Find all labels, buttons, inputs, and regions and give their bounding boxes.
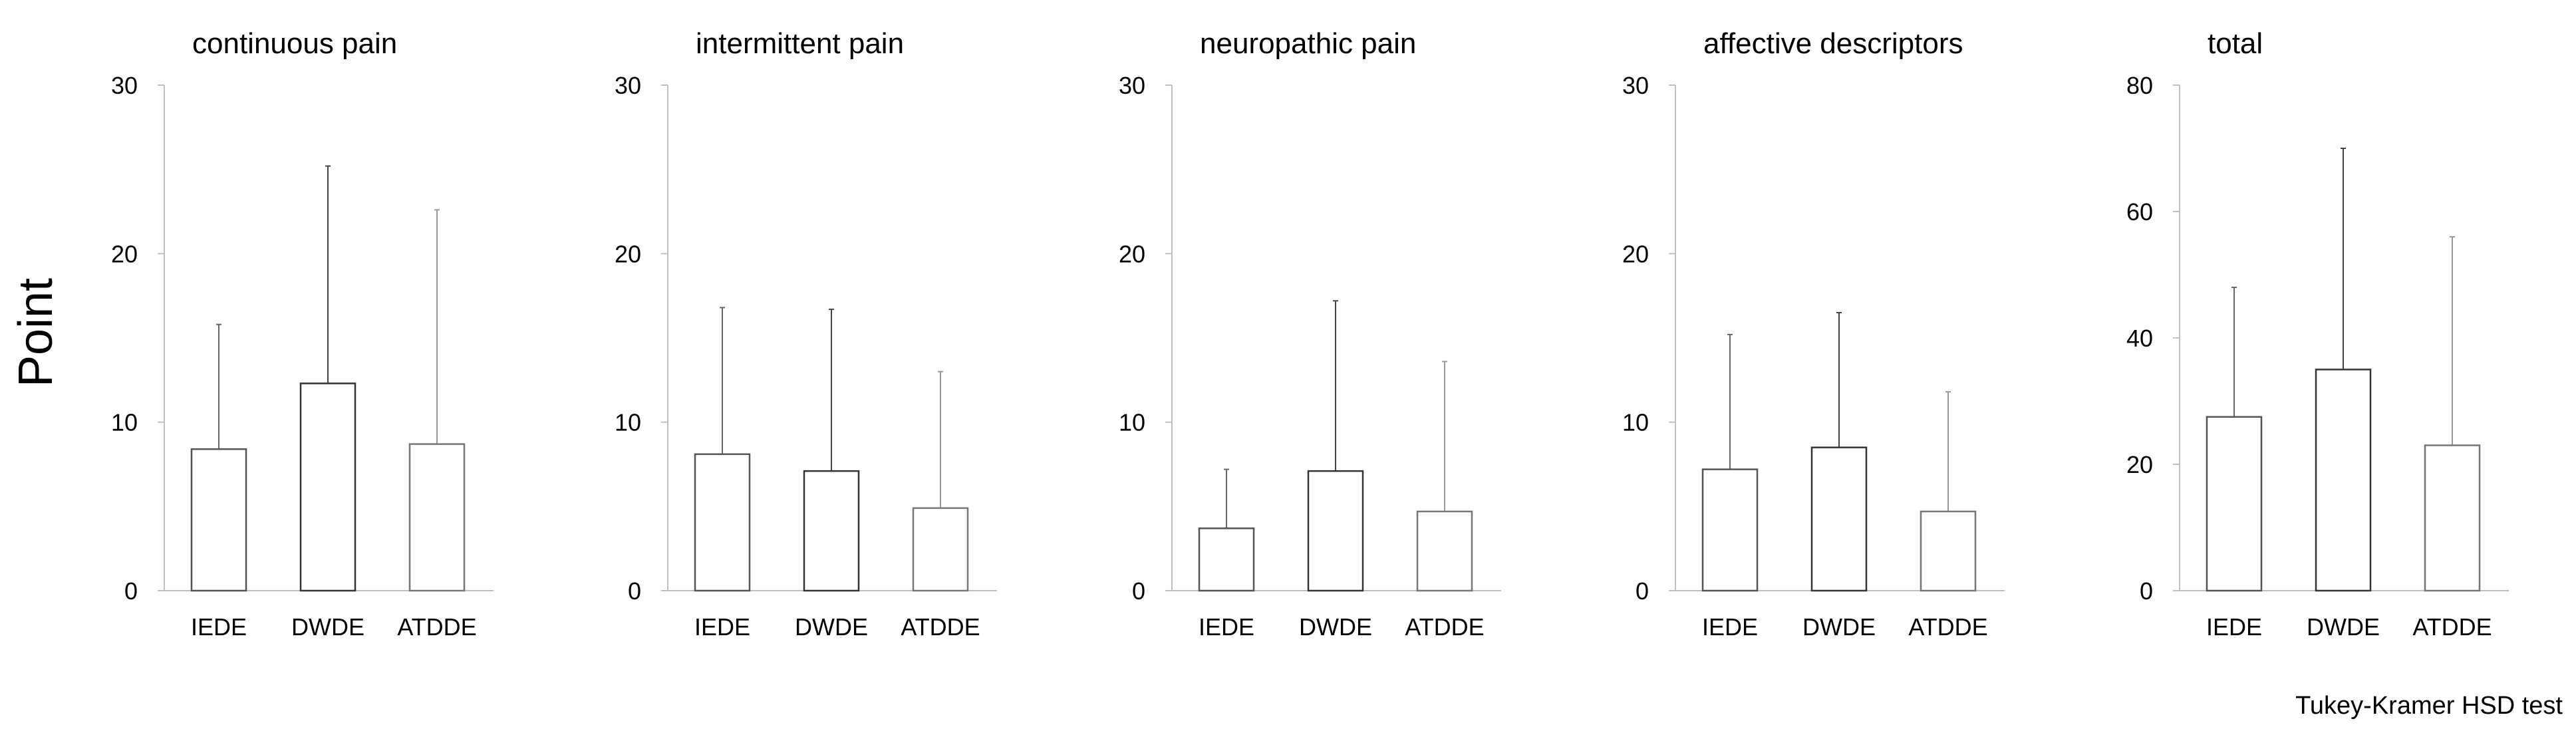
bar-atdde bbox=[912, 507, 969, 592]
x-tick-label: IEDE bbox=[2206, 613, 2262, 641]
y-tick-label: 0 bbox=[1132, 577, 1145, 605]
bar-iede bbox=[190, 448, 247, 592]
chart-panel-4: affective descriptors 0 10 20 30 IEDE DWDE ATDD… bbox=[1622, 27, 2005, 641]
chart-title: continuous pain bbox=[192, 27, 397, 60]
y-tick-label: 0 bbox=[1636, 577, 1649, 605]
y-axis-label: Point bbox=[9, 278, 63, 387]
chart-panel-2: intermittent pain 0 10 20 30 IEDE DWDE ATDDE bbox=[615, 27, 997, 641]
bar-dwde bbox=[2315, 369, 2372, 592]
chart-title: total bbox=[2208, 27, 2263, 60]
y-tick-label: 30 bbox=[1622, 72, 1649, 99]
x-tick-label: DWDE bbox=[1299, 613, 1372, 641]
y-tick-label: 0 bbox=[2140, 577, 2153, 605]
x-tick-label: DWDE bbox=[291, 613, 364, 641]
x-tick-label: IEDE bbox=[1702, 613, 1758, 641]
y-tick-label: 40 bbox=[2126, 325, 2153, 352]
y-tick-label: 20 bbox=[1622, 240, 1649, 267]
x-tick-label: DWDE bbox=[2307, 613, 2380, 641]
y-tick-label: 20 bbox=[2126, 451, 2153, 478]
bar-atdde bbox=[1920, 510, 1977, 592]
x-tick-label: DWDE bbox=[795, 613, 868, 641]
y-tick-label: 10 bbox=[1119, 409, 1145, 436]
bar-atdde bbox=[1416, 510, 1473, 592]
y-tick-label: 20 bbox=[615, 240, 641, 267]
x-tick-label: ATDDE bbox=[397, 613, 476, 641]
bar-iede bbox=[1198, 527, 1255, 592]
footnote: Tukey-Kramer HSD test bbox=[2295, 692, 2563, 720]
y-tick-label: 10 bbox=[111, 409, 138, 436]
y-tick-label: 30 bbox=[1119, 72, 1145, 99]
x-tick-label: ATDDE bbox=[1908, 613, 1987, 641]
bar-dwde bbox=[803, 470, 860, 592]
bar-atdde bbox=[408, 443, 466, 592]
y-tick-label: 0 bbox=[628, 577, 641, 605]
x-tick-label: DWDE bbox=[1802, 613, 1876, 641]
bar-dwde bbox=[1810, 446, 1868, 592]
chart-title: neuropathic pain bbox=[1200, 27, 1416, 60]
x-tick-label: ATDDE bbox=[901, 613, 980, 641]
bar-iede bbox=[2206, 416, 2263, 592]
chart-panel-5: total 0 20 40 60 80 IEDE DWDE ATDDE bbox=[2126, 27, 2509, 641]
y-tick-label: 80 bbox=[2126, 72, 2153, 99]
x-tick-label: ATDDE bbox=[2412, 613, 2492, 641]
bar-iede bbox=[1701, 468, 1759, 592]
y-tick-label: 10 bbox=[1622, 409, 1649, 436]
chart-panel-1: continuous pain 0 10 20 30 IEDE DWDE ATDDE bbox=[111, 27, 494, 641]
y-tick-label: 20 bbox=[1119, 240, 1145, 267]
chart-panel-3: neuropathic pain 0 10 20 30 IEDE DWDE ATDDE bbox=[1119, 27, 1501, 641]
y-tick-label: 20 bbox=[111, 240, 138, 267]
chart-title: affective descriptors bbox=[1703, 27, 1963, 60]
bar-dwde bbox=[299, 382, 357, 592]
bar-dwde bbox=[1307, 470, 1364, 592]
y-tick-label: 30 bbox=[615, 72, 641, 99]
x-tick-label: IEDE bbox=[1199, 613, 1254, 641]
x-tick-label: IEDE bbox=[191, 613, 247, 641]
x-tick-label: ATDDE bbox=[1405, 613, 1484, 641]
bar-atdde bbox=[2424, 444, 2481, 592]
y-tick-label: 0 bbox=[124, 577, 138, 605]
bar-iede bbox=[694, 453, 751, 592]
chart-title: intermittent pain bbox=[696, 27, 904, 60]
x-tick-label: IEDE bbox=[694, 613, 750, 641]
y-tick-label: 60 bbox=[2126, 198, 2153, 225]
y-tick-label: 30 bbox=[111, 72, 138, 99]
y-tick-label: 10 bbox=[615, 409, 641, 436]
